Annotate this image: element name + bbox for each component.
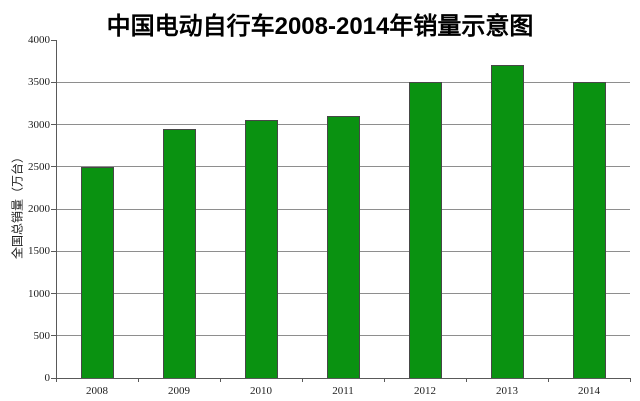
x-tick-1 xyxy=(137,378,139,382)
x-tick-label-2010: 2010 xyxy=(250,385,272,397)
x-tick-label-2014: 2014 xyxy=(578,385,600,397)
bar-2008 xyxy=(80,166,114,378)
x-tick-label-2011: 2011 xyxy=(332,385,354,397)
y-tick-label-4000: 4000 xyxy=(28,34,50,46)
y-tick-label-2000: 2000 xyxy=(28,203,50,215)
y-tick-500 xyxy=(51,335,56,337)
y-tick-label-3500: 3500 xyxy=(28,76,50,89)
y-tick-label-500: 500 xyxy=(33,329,51,342)
bar-2010 xyxy=(244,120,278,378)
x-axis-line xyxy=(56,378,631,379)
chart-title: 中国电动自行车2008-2014年销量示意图 xyxy=(106,13,534,40)
y-tick-label-2500: 2500 xyxy=(28,160,50,173)
x-tick-7 xyxy=(629,378,631,382)
y-tick-4000 xyxy=(51,39,56,41)
x-tick-2 xyxy=(219,378,221,382)
y-tick-1500 xyxy=(51,250,56,252)
x-tick-label-2013: 2013 xyxy=(496,385,518,397)
y-tick-3500 xyxy=(51,81,56,83)
x-tick-5 xyxy=(465,378,467,382)
y-tick-1000 xyxy=(51,293,56,294)
y-tick-label-0: 0 xyxy=(44,372,51,384)
x-tick-4 xyxy=(383,378,385,382)
y-axis-line xyxy=(56,40,57,379)
bar-2011 xyxy=(326,116,360,378)
bar-2014 xyxy=(572,82,606,378)
bar-2013 xyxy=(490,65,524,378)
y-tick-2000 xyxy=(51,208,56,210)
y-tick-0 xyxy=(51,377,56,379)
bar-2012 xyxy=(408,82,442,378)
x-tick-label-2009: 2009 xyxy=(168,385,190,397)
x-tick-label-2008: 2008 xyxy=(86,385,108,397)
gridline-3500 xyxy=(56,81,630,83)
y-tick-3000 xyxy=(51,124,56,125)
y-tick-label-3000: 3000 xyxy=(28,118,50,131)
x-tick-label-2012: 2012 xyxy=(414,385,436,397)
x-tick-0 xyxy=(55,378,57,382)
y-tick-label-1500: 1500 xyxy=(28,245,50,258)
bar-2009 xyxy=(162,128,196,378)
x-tick-6 xyxy=(547,378,549,382)
y-tick-label-1000: 1000 xyxy=(28,287,50,300)
x-tick-3 xyxy=(301,378,303,382)
y-tick-2500 xyxy=(51,166,56,168)
